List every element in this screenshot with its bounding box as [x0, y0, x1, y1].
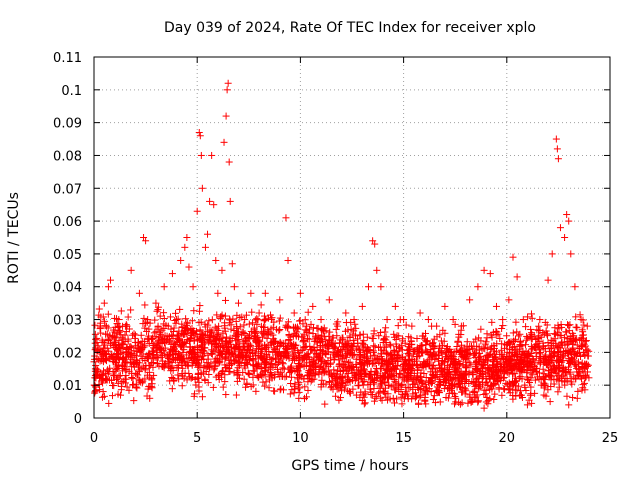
data-point — [574, 395, 581, 402]
data-point — [258, 301, 265, 308]
data-point — [100, 388, 107, 395]
data-point — [169, 385, 176, 392]
data-point — [517, 338, 524, 345]
data-point — [141, 301, 148, 308]
data-point — [321, 401, 328, 408]
data-point — [130, 397, 137, 404]
data-point — [268, 360, 275, 367]
data-point — [125, 387, 132, 394]
data-point — [490, 396, 497, 403]
data-point — [105, 400, 112, 407]
data-point — [387, 342, 394, 349]
data-point — [528, 310, 535, 317]
dense-point-cloud — [91, 297, 593, 408]
data-point — [118, 307, 125, 314]
data-point — [515, 332, 522, 339]
data-point — [437, 398, 444, 405]
data-point — [296, 389, 303, 396]
data-point — [171, 325, 178, 332]
data-point — [151, 317, 158, 324]
data-point — [182, 315, 189, 322]
data-point — [222, 297, 229, 304]
data-point — [318, 377, 325, 384]
data-point — [477, 326, 484, 333]
data-point — [343, 319, 350, 326]
data-point — [360, 382, 367, 389]
data-point — [243, 312, 250, 319]
data-point — [565, 322, 572, 329]
data-point — [248, 309, 255, 316]
data-point — [252, 388, 259, 395]
data-point — [563, 393, 570, 400]
data-point — [464, 400, 471, 407]
data-point — [373, 365, 380, 372]
data-points — [91, 80, 593, 412]
data-point — [581, 380, 588, 387]
data-point — [131, 330, 138, 337]
data-point — [496, 335, 503, 342]
data-point — [174, 372, 181, 379]
data-point — [153, 308, 160, 315]
data-point — [503, 332, 510, 339]
data-point — [529, 315, 536, 322]
data-point — [209, 316, 216, 323]
data-point — [189, 317, 196, 324]
data-point — [332, 393, 339, 400]
data-point — [305, 387, 312, 394]
data-point — [554, 388, 561, 395]
data-point — [498, 392, 505, 399]
